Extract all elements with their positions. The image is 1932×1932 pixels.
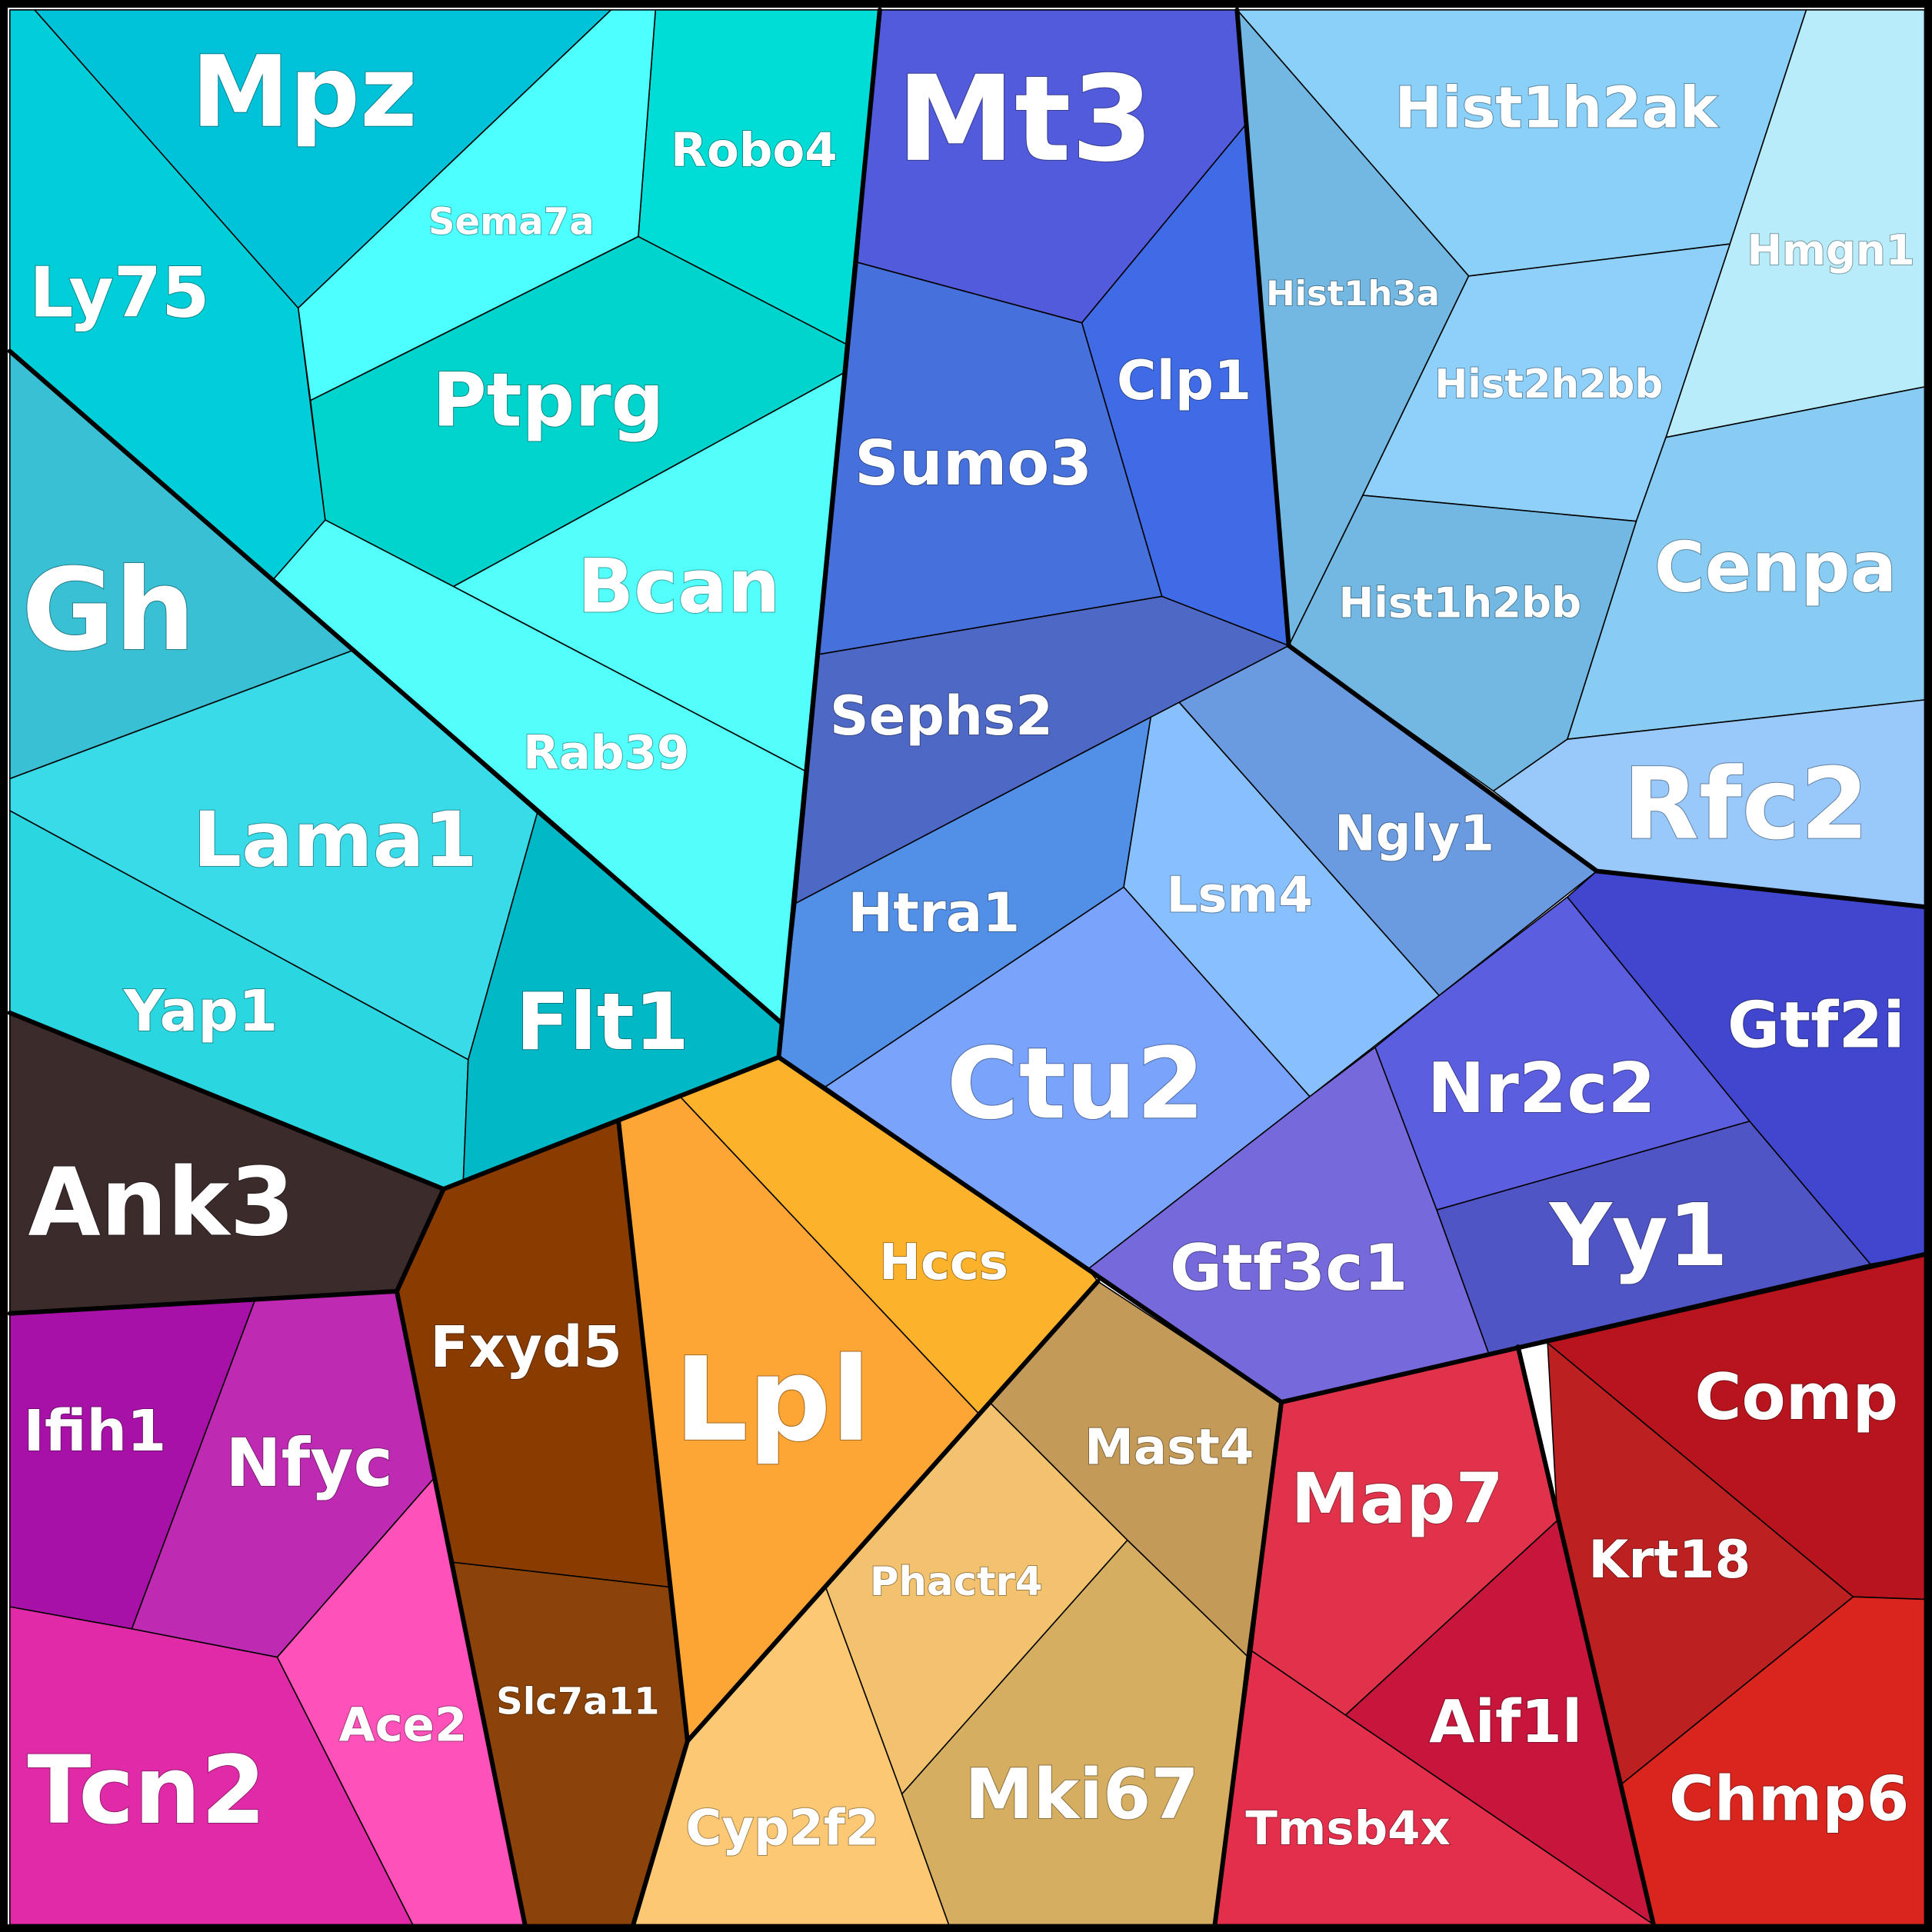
cell-label-hmgn1: Hmgn1 [1747, 225, 1915, 275]
group-border [1515, 1344, 1656, 1927]
cell-label-aif1l: Aif1l [1429, 1688, 1582, 1757]
cell-label-hist1h2bb: Hist1h2bb [1339, 578, 1581, 627]
cell-label-mki67: Mki67 [964, 1755, 1198, 1835]
cell-label-bcan: Bcan [578, 544, 780, 630]
cell-label-flt1: Flt1 [516, 977, 689, 1068]
cell-label-gtf3c1: Gtf3c1 [1170, 1231, 1408, 1305]
cell-label-cyp2f2: Cyp2f2 [685, 1800, 879, 1857]
cell-label-phactr4: Phactr4 [870, 1559, 1043, 1605]
cell-label-ifih1: Ifih1 [24, 1399, 167, 1464]
cell-label-krt18: Krt18 [1588, 1530, 1750, 1590]
cell-label-hist1h3a: Hist1h3a [1266, 273, 1440, 314]
cell-label-slc7a11: Slc7a11 [496, 1680, 659, 1723]
cell-label-ctu2: Ctu2 [947, 1027, 1205, 1141]
cell-label-gtf2i: Gtf2i [1727, 988, 1905, 1062]
cell-label-lpl: Lpl [675, 1332, 871, 1467]
cell-label-ace2: Ace2 [338, 1697, 467, 1752]
cell-label-tmsb4x: Tmsb4x [1245, 1801, 1450, 1856]
cell-label-sema7a: Sema7a [428, 200, 595, 243]
cell-label-clp1: Clp1 [1117, 349, 1251, 412]
cell-label-ngly1: Ngly1 [1334, 806, 1494, 863]
group-borders-layer [7, 7, 1927, 1927]
cell-label-comp: Comp [1694, 1360, 1898, 1434]
cell-lsm4 [1123, 701, 1440, 1098]
group-border [685, 1279, 1101, 1744]
group-border [7, 348, 784, 1025]
group-border [1212, 1400, 1284, 1927]
cell-label-nfyc: Nfyc [225, 1425, 393, 1502]
cells-layer [9, 9, 1926, 1926]
cell-label-mpz: Mpz [192, 35, 418, 150]
cell-label-ank3: Ank3 [28, 1148, 295, 1257]
cell-label-htra1: Htra1 [848, 881, 1020, 944]
group-border [776, 7, 882, 1060]
cell-label-robo4: Robo4 [671, 123, 838, 178]
cell-label-gh: Gh [22, 544, 195, 676]
cell-label-ly75: Ly75 [29, 253, 209, 333]
cell-label-rfc2: Rfc2 [1623, 748, 1869, 862]
cell-label-sumo3: Sumo3 [854, 428, 1092, 499]
group-border [1286, 643, 1927, 910]
cell-label-nr2c2: Nr2c2 [1427, 1049, 1656, 1129]
group-border [1234, 7, 1291, 648]
cell-label-chmp6: Chmp6 [1669, 1764, 1909, 1835]
group-border [394, 1288, 528, 1927]
cell-label-lama1: Lama1 [193, 796, 478, 884]
cell-label-yap1: Yap1 [123, 979, 278, 1044]
cell-label-tcn2: Tcn2 [27, 1736, 266, 1845]
cell-label-mt3: Mt3 [897, 51, 1154, 188]
cell-label-yy1: Yy1 [1548, 1186, 1728, 1286]
labels-layer: Mpz Robo4 Sema7a Ly75 Ptprg Gh Bcan Rab39 Lama1 Y… [21, 35, 1916, 1858]
cell-label-map7: Map7 [1291, 1460, 1504, 1540]
cell-label-hccs: Hccs [879, 1234, 1008, 1291]
cell-label-lsm4: Lsm4 [1167, 868, 1313, 924]
cell-label-hist1h2ak: Hist1h2ak [1395, 76, 1720, 142]
cell-label-ptprg: Ptprg [432, 358, 664, 444]
cell-label-fxyd5: Fxyd5 [430, 1315, 622, 1381]
cell-label-mast4: Mast4 [1084, 1419, 1254, 1476]
cell-label-hist2h2bb: Hist2h2bb [1434, 361, 1663, 408]
cell-label-cenpa: Cenpa [1654, 528, 1897, 608]
cell-label-rab39: Rab39 [523, 725, 689, 780]
cell-label-sephs2: Sephs2 [830, 685, 1053, 748]
